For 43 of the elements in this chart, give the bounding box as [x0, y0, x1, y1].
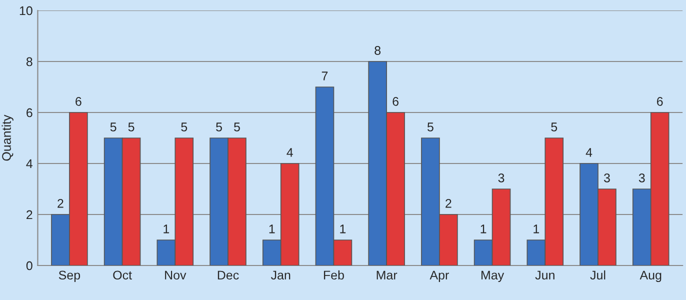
x-tick-label: Dec [218, 270, 239, 280]
data-label: 5 [551, 122, 558, 132]
data-label: 4 [286, 148, 293, 157]
data-label: 6 [657, 97, 663, 106]
data-label: 5 [181, 122, 188, 132]
data-label: 1 [340, 224, 346, 234]
x-tick-label: Apr [430, 270, 449, 282]
x-tick-label: Sep [58, 270, 80, 282]
data-label: 2 [58, 199, 64, 208]
data-label: 3 [498, 174, 504, 182]
data-label: 6 [76, 97, 82, 106]
data-label: 2 [446, 199, 452, 208]
data-label: 5 [427, 122, 434, 132]
data-label: 3 [638, 174, 645, 182]
x-tick-label: Jan [270, 270, 290, 280]
y-tick-label: 2 [26, 210, 32, 220]
x-tick-label: Jul [590, 270, 606, 280]
data-label: 5 [128, 122, 134, 132]
y-tick-label: 6 [26, 108, 32, 118]
y-axis-title: Quantity [2, 114, 14, 161]
data-label: 1 [269, 224, 275, 234]
data-label: 7 [322, 72, 328, 80]
y-tick-label: 10 [20, 6, 32, 16]
data-label: 4 [586, 148, 592, 157]
x-tick-label: Jun [535, 270, 554, 280]
data-label: 5 [110, 122, 116, 132]
data-label: 5 [234, 122, 240, 132]
data-label: 5 [216, 122, 222, 132]
data-label: 6 [392, 97, 398, 106]
data-label: 8 [374, 46, 381, 55]
x-tick-label: Oct [113, 270, 132, 280]
x-tick-label: May [482, 270, 504, 282]
x-tick-label: Mar [376, 270, 398, 280]
x-tick-label: Feb [324, 270, 344, 280]
y-tick-label: 0 [26, 261, 32, 270]
y-tick-label: 4 [26, 159, 33, 168]
x-tick-label: Nov [165, 270, 186, 280]
data-label: 3 [604, 174, 610, 182]
data-label: 1 [480, 224, 486, 234]
y-tick-label: 8 [26, 57, 32, 66]
x-tick-label: Aug [640, 270, 662, 282]
data-label: 1 [534, 224, 540, 234]
data-label: 1 [164, 224, 170, 234]
